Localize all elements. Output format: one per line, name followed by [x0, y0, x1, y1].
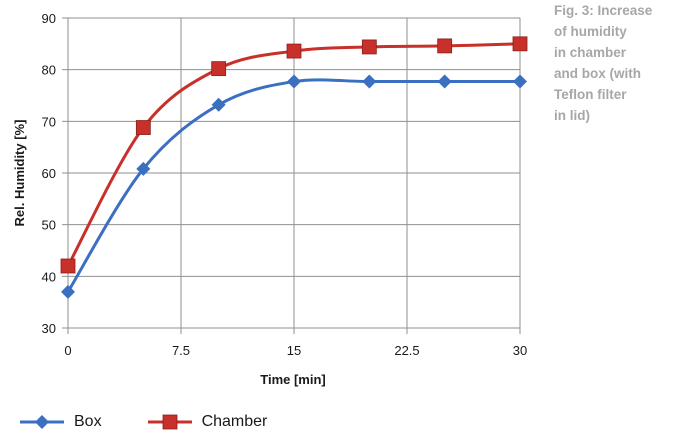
- data-point-box: [362, 74, 377, 89]
- x-tick-label: 30: [513, 343, 527, 358]
- data-point-chamber: [361, 39, 377, 55]
- legend-box-label: Box: [74, 413, 102, 430]
- caption-line: of humidity: [554, 24, 627, 39]
- y-tick-label: 30: [42, 321, 56, 336]
- caption-line: in lid): [554, 108, 590, 123]
- tick-labels: 30 40 50 60 70 80 90 0 7.5 15 22.5 30: [42, 11, 528, 358]
- figure-caption: Fig. 3: Increase of humidity in chamber …: [554, 0, 690, 126]
- data-point-box: [437, 74, 452, 89]
- y-tick-label: 50: [42, 218, 56, 233]
- data-point-box: [513, 74, 527, 89]
- legend-item-chamber: Chamber: [147, 413, 268, 431]
- data-point-box: [287, 74, 301, 89]
- y-tick-label: 60: [42, 166, 56, 181]
- caption-line: Teflon filter: [554, 87, 627, 102]
- x-tick-label: 7.5: [172, 343, 190, 358]
- humidity-chart: 30 40 50 60 70 80 90 0 7.5 15 22.5 30 Time [min] Re…: [12, 11, 528, 387]
- caption-line: in chamber: [554, 45, 627, 60]
- data-point-chamber: [512, 36, 528, 52]
- data-point-box: [136, 161, 151, 176]
- x-tick-label: 0: [64, 343, 71, 358]
- data-point-box: [211, 97, 226, 112]
- data-point-chamber: [135, 120, 151, 135]
- caption-line: and box (with: [554, 66, 641, 81]
- legend-chamber-swatch: [147, 414, 192, 430]
- legend-chamber-label: Chamber: [201, 413, 268, 430]
- data-point-chamber: [60, 258, 76, 274]
- y-tick-label: 70: [42, 114, 56, 129]
- x-axis-title: Time [min]: [260, 372, 326, 387]
- caption-line: Fig. 3: Increase: [554, 3, 653, 18]
- series-layer: [60, 36, 528, 299]
- legend-item-box: Box: [20, 413, 102, 431]
- legend: Box Chamber: [20, 413, 313, 431]
- data-point-chamber: [211, 61, 227, 77]
- y-tick-label: 40: [42, 269, 56, 284]
- x-tick-label: 15: [287, 343, 301, 358]
- axes: [62, 17, 521, 334]
- data-point-chamber: [437, 38, 453, 54]
- y-tick-label: 90: [42, 11, 56, 26]
- x-tick-label: 22.5: [394, 343, 419, 358]
- legend-box-swatch: [20, 415, 64, 429]
- grid: [67, 17, 521, 329]
- data-point-box: [61, 284, 75, 299]
- y-tick-label: 80: [42, 63, 56, 78]
- y-axis-title: Rel. Humidity [%]: [12, 120, 27, 227]
- data-point-chamber: [286, 43, 302, 59]
